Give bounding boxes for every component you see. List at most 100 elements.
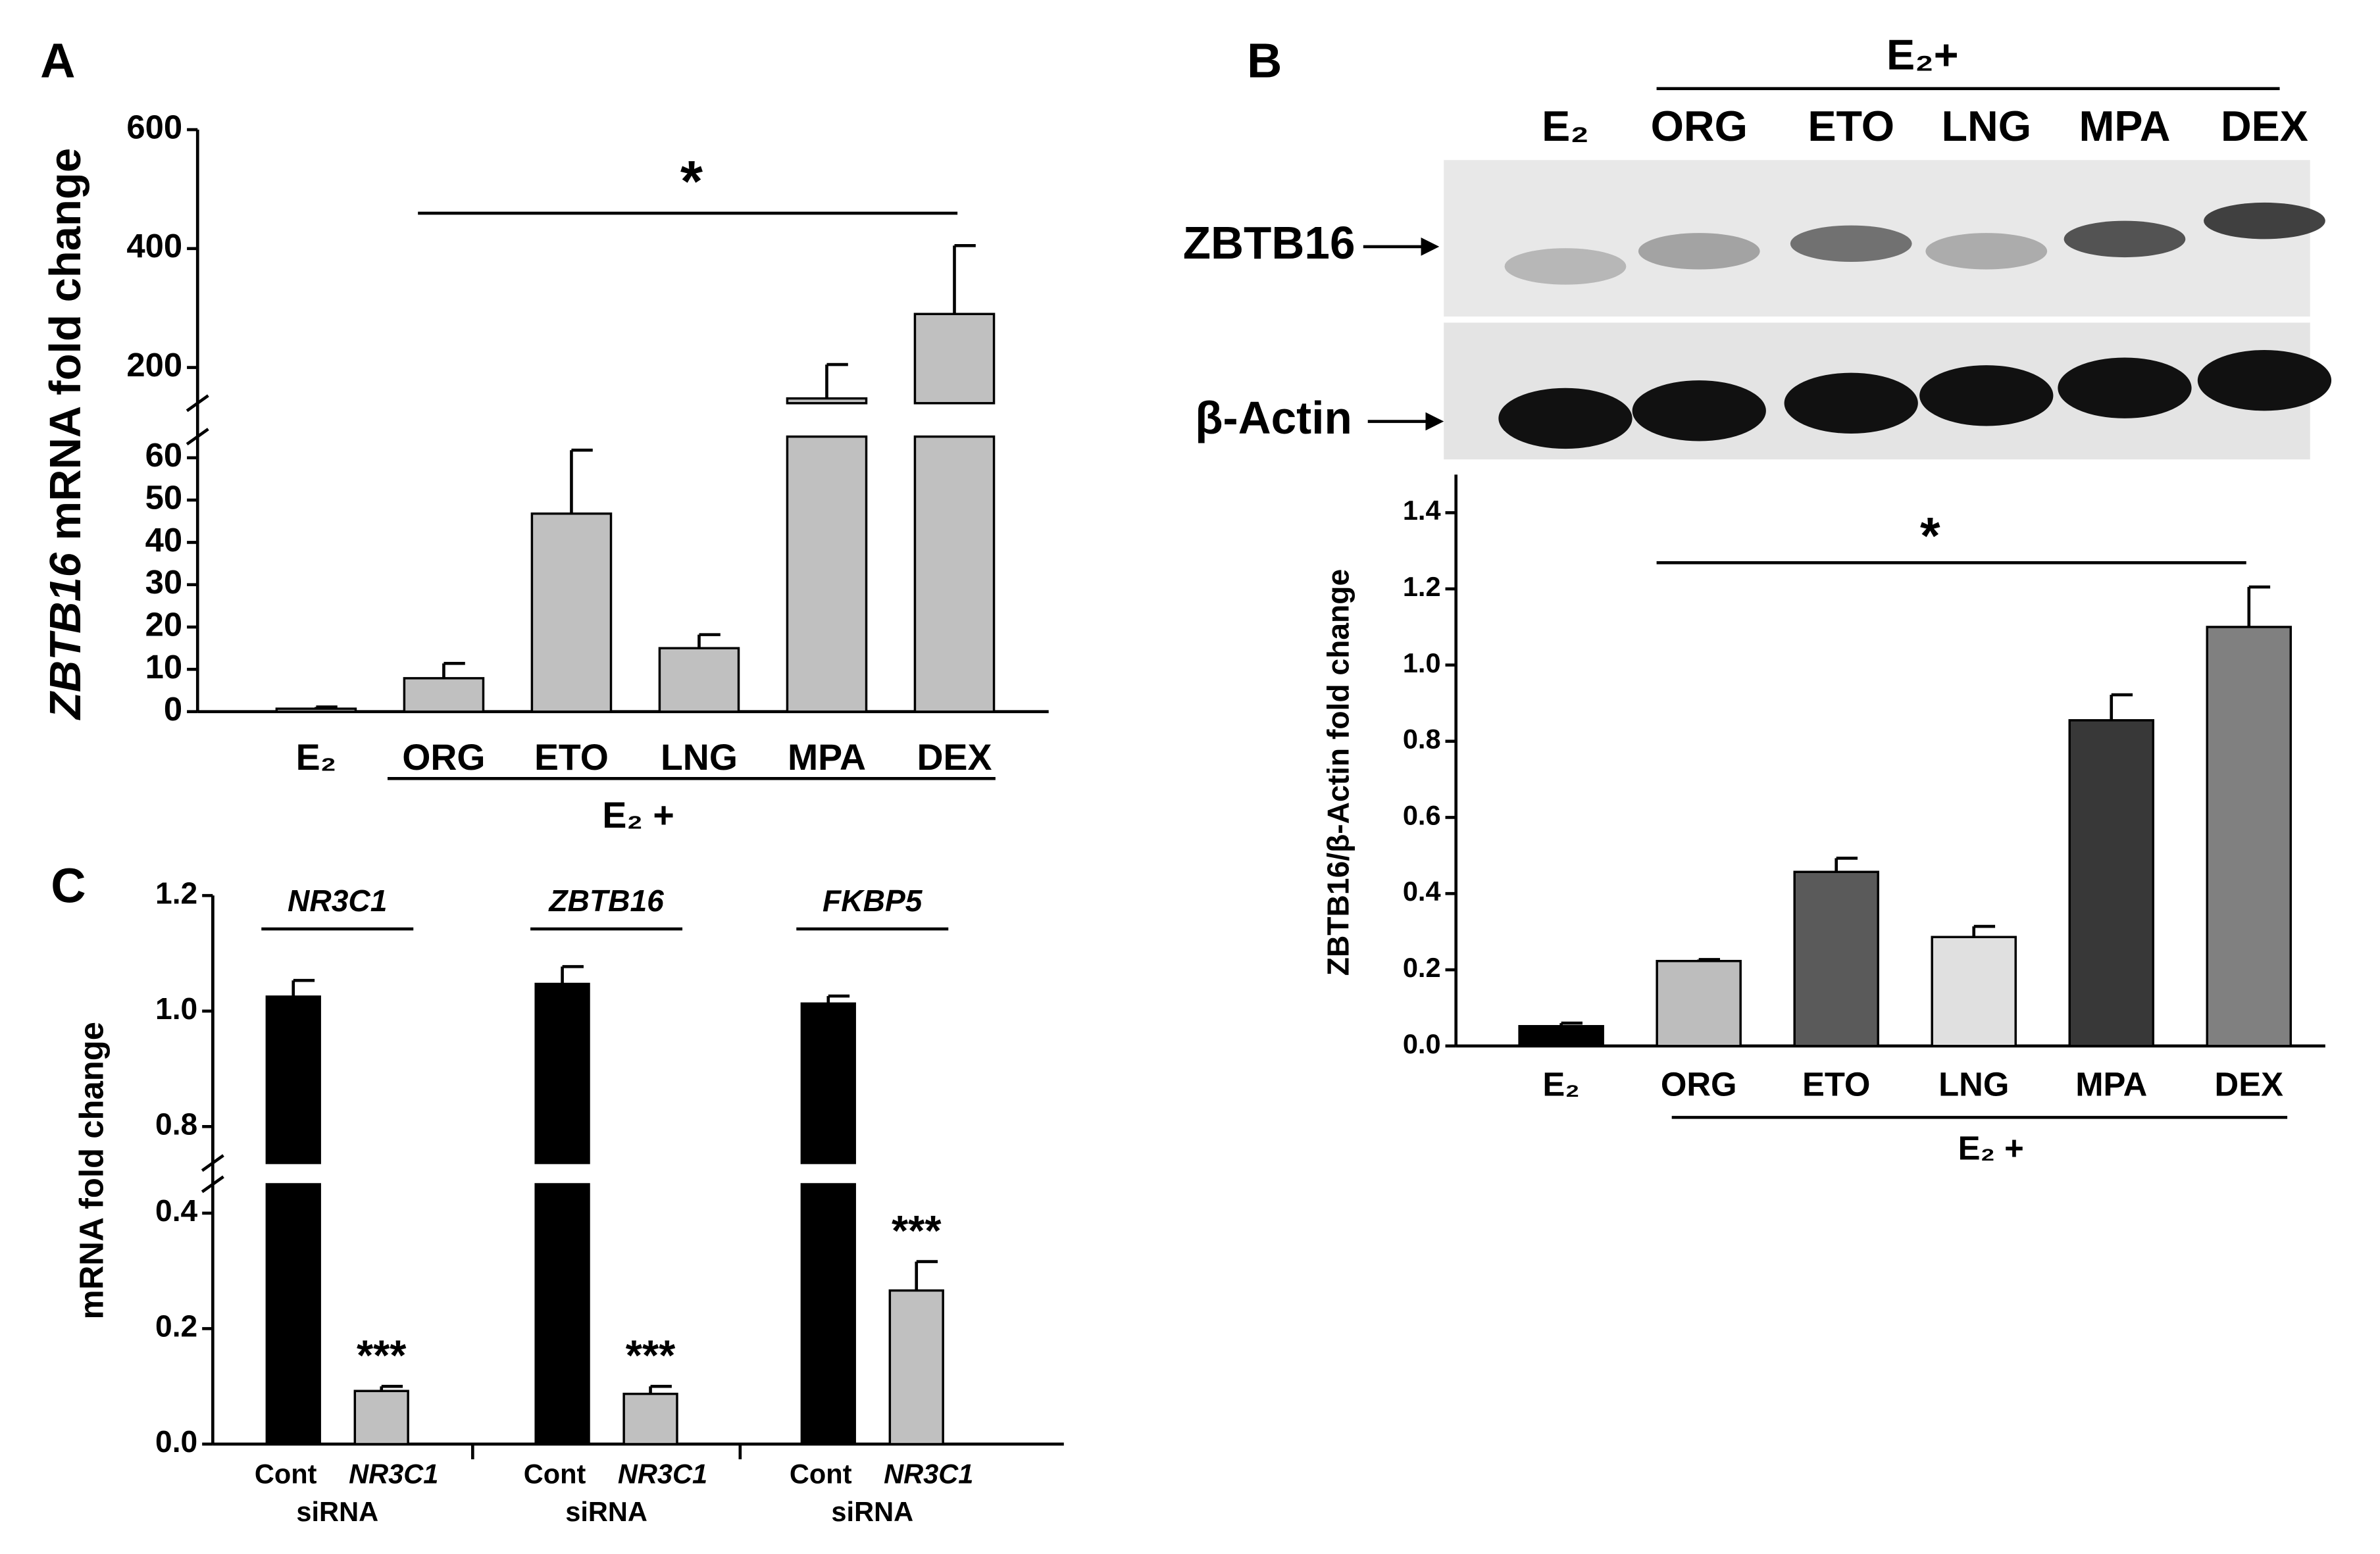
blot-band	[1638, 233, 1760, 270]
y-axis-label: ZBTB16/β-Actin fold change	[1321, 569, 1355, 976]
bar	[403, 677, 485, 713]
x-tick-label: ETO	[534, 737, 609, 778]
y-tick-label: 30	[145, 563, 183, 601]
x-sublabel: siRNA	[296, 1496, 378, 1527]
y-axis-label-text: mRNA fold change	[41, 148, 90, 553]
y-tick-label: 0.0	[1403, 1028, 1441, 1059]
blot-band	[1784, 372, 1918, 434]
bar	[1931, 936, 2017, 1047]
bar-upper	[800, 1002, 856, 1165]
bar	[800, 1183, 856, 1445]
bar-upper	[265, 995, 321, 1165]
blot-band	[2064, 220, 2186, 258]
y-tick-label: 1.2	[1403, 571, 1441, 602]
bar	[913, 435, 996, 713]
y-tick-label: 50	[145, 479, 183, 516]
bar	[2068, 719, 2155, 1047]
y-tick-label: 1.0	[155, 991, 197, 1026]
y-tick-label: 0.4	[155, 1193, 198, 1228]
significance-label: ***	[626, 1332, 676, 1380]
x-tick-label: MPA	[2075, 1066, 2147, 1103]
significance-label: ***	[357, 1332, 407, 1380]
x-tick-label: NR3C1	[349, 1458, 438, 1489]
y-tick-label: 600	[126, 108, 182, 145]
blot-band	[2204, 202, 2325, 239]
bar	[888, 1289, 944, 1445]
significance-label: *	[680, 149, 703, 214]
x-tick-label: DEX	[917, 737, 992, 778]
blot-lane-label: DEX	[2221, 102, 2308, 150]
y-tick-label: 0.4	[1403, 876, 1441, 907]
x-sublabel: siRNA	[831, 1496, 913, 1527]
significance-label: ***	[892, 1207, 942, 1255]
axis-break-mark	[201, 1175, 224, 1193]
axis-break-mark	[186, 428, 209, 446]
blot-band	[1504, 248, 1627, 285]
group-label: NR3C1	[288, 884, 387, 918]
x-tick-label: E₂	[296, 737, 337, 778]
blot-lane-label: ORG	[1651, 102, 1748, 150]
x-tick-label: NR3C1	[618, 1458, 707, 1489]
y-tick-label: 0.2	[1403, 952, 1441, 983]
blot-band	[1790, 225, 1912, 263]
bar	[1518, 1024, 1604, 1047]
x-tick-label: LNG	[661, 737, 738, 778]
significance-label: *	[1920, 507, 1940, 564]
bar	[534, 1183, 590, 1445]
x-tick-label: Cont	[255, 1458, 317, 1489]
y-axis-label: ZBTB16 mRNA fold change	[41, 148, 90, 720]
blot-arrowhead	[1425, 412, 1444, 431]
blot-band	[1632, 380, 1766, 441]
group-label: ZBTB16	[547, 884, 664, 918]
x-axis-label: E₂ +	[602, 795, 674, 836]
blot-row-label: β-Actin	[1195, 392, 1352, 443]
x-tick-label: LNG	[1938, 1066, 2009, 1103]
x-tick-label: ORG	[1661, 1066, 1737, 1103]
y-tick-label: 0.8	[1403, 724, 1441, 755]
blot-band	[1498, 388, 1633, 449]
bar	[2206, 626, 2292, 1047]
panel-letter: A	[40, 33, 75, 88]
y-tick-label: 1.4	[1403, 495, 1441, 526]
blot-row-label: ZBTB16	[1183, 217, 1355, 268]
axis-break-mark	[201, 1154, 224, 1172]
panel-letter: B	[1247, 33, 1282, 88]
x-tick-label: ORG	[402, 737, 485, 778]
blot-lane-label: ETO	[1808, 102, 1894, 150]
x-sublabel: siRNA	[565, 1496, 647, 1527]
y-tick-label: 200	[126, 346, 182, 384]
y-tick-label: 0.0	[155, 1424, 197, 1459]
bar	[1656, 959, 1742, 1047]
group-label: FKBP5	[823, 884, 923, 918]
bar-upper	[786, 397, 868, 405]
blot-header: E₂+	[1886, 31, 1959, 79]
blot-lane-label: E₂	[1542, 102, 1589, 150]
bar	[275, 707, 357, 713]
bar	[265, 1183, 321, 1445]
blot-band	[2058, 357, 2192, 418]
bar	[530, 512, 613, 713]
bar	[786, 435, 868, 713]
y-axis-label: mRNA fold change	[73, 1022, 111, 1319]
bar-upper	[534, 982, 590, 1165]
y-tick-label: 60	[145, 436, 183, 474]
y-tick-label: 0.6	[1403, 799, 1441, 830]
y-tick-label: 40	[145, 521, 183, 559]
x-tick-label: Cont	[790, 1458, 852, 1489]
y-tick-label: 400	[126, 227, 182, 264]
y-tick-label: 1.0	[1403, 647, 1441, 678]
blot-band	[1919, 365, 2054, 426]
x-tick-label: NR3C1	[884, 1458, 973, 1489]
x-tick-label: E₂	[1542, 1066, 1579, 1103]
y-tick-label: 0	[164, 690, 182, 728]
y-tick-label: 10	[145, 648, 183, 686]
blot-lane-label: LNG	[1942, 102, 2031, 150]
x-tick-label: MPA	[788, 737, 866, 778]
blot-band	[2197, 349, 2332, 411]
blot-arrowhead	[1421, 238, 1440, 256]
blot-lane-label: MPA	[2079, 102, 2171, 150]
y-tick-label: 1.2	[155, 876, 197, 910]
bar	[1793, 870, 1879, 1047]
bar-upper	[913, 313, 996, 405]
